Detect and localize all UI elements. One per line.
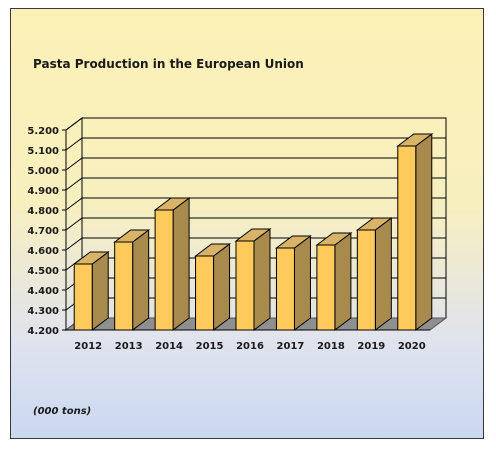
bar [234,228,272,331]
y-tick-label: 4.500 [27,266,59,277]
x-tick-label: 2014 [155,341,183,352]
bar-side [293,235,311,331]
bar [153,197,191,331]
y-tick-label: 4.800 [27,206,59,217]
y-tick-label: 4.900 [27,186,59,197]
bar-front [114,241,134,331]
bar-front [73,263,93,331]
bar [315,232,353,331]
gridline-side [65,157,83,171]
y-tick-label: 5.100 [27,146,59,157]
x-tick-label: 2019 [357,341,385,352]
gridline-side [65,117,83,131]
bar-front [195,255,215,331]
bar-front [316,244,336,331]
y-tick-label: 5.200 [27,126,59,137]
bar-front [235,240,255,331]
bar-side [213,243,231,331]
bar-side [132,229,150,331]
x-tick-label: 2015 [196,341,224,352]
bar [274,235,312,331]
bar-side [172,197,190,331]
bar-side [374,217,392,331]
bar-side [334,232,352,331]
bar-side [253,228,271,331]
bar-front [356,229,376,331]
labels-layer: 4.200 4.300 4.400 4.500 4.600 4.700 4.800 4.900… [27,126,425,352]
bar-front [154,209,174,331]
y-tick-label: 4.600 [27,246,59,257]
gridline-side [65,197,83,211]
y-tick-label: 5.000 [27,166,59,177]
unit-note: (000 tons) [33,406,92,417]
chart-title: Pasta Production in the European Union [33,57,304,71]
y-tick-label: 4.300 [27,306,59,317]
x-tick-label: 2012 [74,341,102,352]
gridline-side [65,137,83,151]
gridline-side [65,237,83,251]
bar-side [91,251,109,331]
bars-layer [72,133,434,331]
x-tick-label: 2018 [317,341,345,352]
bar-side [415,133,433,331]
y-tick-label: 4.200 [27,326,59,337]
gridline-side [65,177,83,191]
x-tick-label: 2016 [236,341,264,352]
x-tick-label: 2017 [277,341,305,352]
bar-front [275,247,295,331]
bar [113,229,151,331]
x-tick-label: 2020 [398,341,426,352]
bar-front [397,145,417,331]
bar [396,133,434,331]
bar [194,243,232,331]
bar [72,251,110,331]
y-tick-label: 4.400 [27,286,59,297]
x-tick-label: 2013 [115,341,143,352]
gridline-side [65,217,83,231]
bar [355,217,393,331]
y-tick-label: 4.700 [27,226,59,237]
